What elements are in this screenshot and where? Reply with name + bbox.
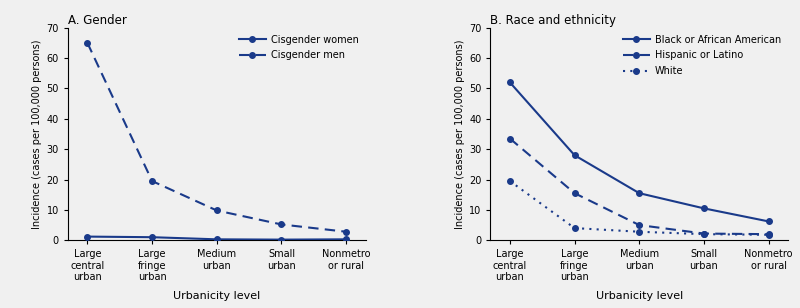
Black or African American — [570, 153, 579, 157]
Cisgender men — [82, 41, 92, 45]
Black or African American — [634, 191, 644, 195]
White — [699, 232, 709, 236]
White — [634, 230, 644, 233]
Line: Cisgender women: Cisgender women — [85, 234, 349, 242]
Line: Black or African American: Black or African American — [507, 79, 771, 224]
White — [570, 226, 579, 230]
Text: B. Race and ethnicity: B. Race and ethnicity — [490, 14, 617, 26]
Y-axis label: Incidence (cases per 100,000 persons): Incidence (cases per 100,000 persons) — [455, 39, 465, 229]
Legend: Black or African American, Hispanic or Latino, White: Black or African American, Hispanic or L… — [621, 33, 783, 78]
White — [505, 179, 514, 183]
Black or African American — [505, 80, 514, 84]
Line: Cisgender men: Cisgender men — [85, 40, 349, 234]
Line: Hispanic or Latino: Hispanic or Latino — [507, 136, 771, 237]
Hispanic or Latino — [634, 223, 644, 227]
X-axis label: Urbanicity level: Urbanicity level — [596, 291, 683, 301]
Cisgender men — [277, 223, 286, 226]
White — [764, 233, 774, 237]
Cisgender men — [147, 179, 157, 183]
Hispanic or Latino — [570, 191, 579, 195]
Legend: Cisgender women, Cisgender men: Cisgender women, Cisgender men — [237, 33, 361, 62]
X-axis label: Urbanicity level: Urbanicity level — [173, 291, 260, 301]
Hispanic or Latino — [699, 232, 709, 235]
Cisgender women — [212, 237, 222, 241]
Cisgender men — [212, 209, 222, 212]
Y-axis label: Incidence (cases per 100,000 persons): Incidence (cases per 100,000 persons) — [33, 39, 42, 229]
Hispanic or Latino — [505, 137, 514, 140]
Text: A. Gender: A. Gender — [68, 14, 127, 26]
Cisgender women — [147, 235, 157, 239]
Cisgender men — [342, 230, 351, 233]
Line: White: White — [507, 178, 771, 237]
Cisgender women — [82, 235, 92, 238]
Black or African American — [699, 206, 709, 210]
Hispanic or Latino — [764, 232, 774, 236]
Black or African American — [764, 220, 774, 223]
Cisgender women — [277, 238, 286, 241]
Cisgender women — [342, 237, 351, 241]
